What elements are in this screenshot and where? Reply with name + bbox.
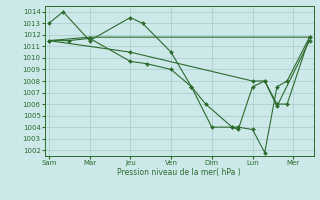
- X-axis label: Pression niveau de la mer( hPa ): Pression niveau de la mer( hPa ): [117, 168, 241, 177]
